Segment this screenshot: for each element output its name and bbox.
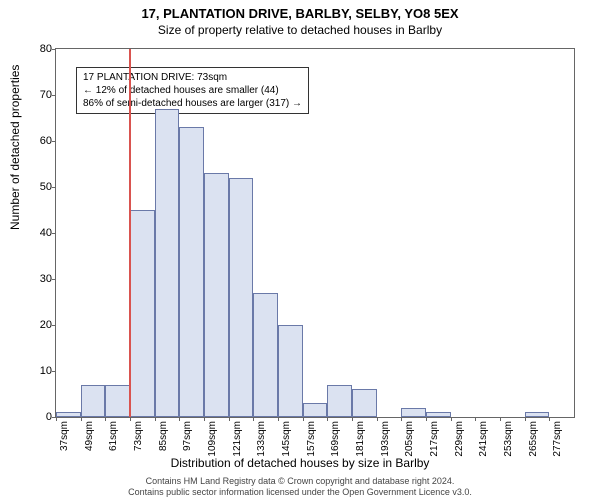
x-tick-label: 253sqm (503, 421, 514, 457)
histogram-bar (155, 109, 180, 417)
x-tick-label: 217sqm (429, 421, 440, 457)
x-tick-label: 37sqm (59, 421, 70, 451)
x-tick-mark (204, 417, 205, 421)
property-marker-line (129, 49, 131, 417)
annotation-line3: 86% of semi-detached houses are larger (… (83, 97, 302, 110)
histogram-bar (229, 178, 254, 417)
y-tick-mark (52, 141, 56, 142)
x-tick-mark (475, 417, 476, 421)
x-tick-mark (352, 417, 353, 421)
annotation-line1: 17 PLANTATION DRIVE: 73sqm (83, 71, 302, 84)
page-title: 17, PLANTATION DRIVE, BARLBY, SELBY, YO8… (0, 0, 600, 21)
x-tick-mark (451, 417, 452, 421)
y-tick-label: 40 (22, 227, 56, 239)
x-tick-mark (303, 417, 304, 421)
x-tick-label: 181sqm (355, 421, 366, 457)
x-tick-mark (81, 417, 82, 421)
histogram-bar (253, 293, 278, 417)
x-tick-label: 193sqm (380, 421, 391, 457)
x-tick-label: 229sqm (454, 421, 465, 457)
y-tick-label: 10 (22, 365, 56, 377)
x-tick-label: 169sqm (330, 421, 341, 457)
y-tick-mark (52, 95, 56, 96)
histogram-bar (303, 403, 328, 417)
histogram-bar (56, 412, 81, 417)
x-tick-label: 49sqm (84, 421, 95, 451)
histogram-bar (105, 385, 130, 417)
x-tick-label: 241sqm (478, 421, 489, 457)
y-tick-mark (52, 49, 56, 50)
histogram-bar (426, 412, 451, 417)
x-tick-label: 205sqm (404, 421, 415, 457)
y-tick-mark (52, 371, 56, 372)
y-tick-label: 80 (22, 43, 56, 55)
x-tick-mark (253, 417, 254, 421)
y-tick-label: 50 (22, 181, 56, 193)
x-tick-mark (327, 417, 328, 421)
x-tick-label: 145sqm (281, 421, 292, 457)
histogram-bar (401, 408, 426, 417)
x-tick-mark (229, 417, 230, 421)
x-tick-label: 61sqm (108, 421, 119, 451)
histogram-bar (278, 325, 303, 417)
x-tick-mark (549, 417, 550, 421)
x-tick-mark (179, 417, 180, 421)
x-tick-label: 133sqm (256, 421, 267, 457)
x-axis-label: Distribution of detached houses by size … (0, 456, 600, 470)
x-tick-label: 73sqm (133, 421, 144, 451)
histogram-bar (327, 385, 352, 417)
y-tick-label: 60 (22, 135, 56, 147)
y-tick-label: 0 (22, 411, 56, 423)
x-tick-label: 157sqm (306, 421, 317, 457)
y-tick-mark (52, 279, 56, 280)
histogram-bar (525, 412, 550, 417)
chart-container: 17, PLANTATION DRIVE, BARLBY, SELBY, YO8… (0, 0, 600, 500)
footer: Contains HM Land Registry data © Crown c… (0, 476, 600, 499)
x-tick-mark (56, 417, 57, 421)
footer-line2: Contains public sector information licen… (0, 487, 600, 498)
y-tick-mark (52, 233, 56, 234)
x-tick-label: 121sqm (232, 421, 243, 457)
histogram-bar (179, 127, 204, 417)
annotation-box: 17 PLANTATION DRIVE: 73sqm ← 12% of deta… (76, 67, 309, 114)
x-tick-mark (377, 417, 378, 421)
chart-area: 17 PLANTATION DRIVE: 73sqm ← 12% of deta… (55, 48, 575, 418)
y-tick-mark (52, 187, 56, 188)
histogram-bar (352, 389, 377, 417)
x-tick-mark (130, 417, 131, 421)
x-tick-mark (105, 417, 106, 421)
footer-line1: Contains HM Land Registry data © Crown c… (0, 476, 600, 487)
x-tick-mark (401, 417, 402, 421)
x-tick-label: 97sqm (182, 421, 193, 451)
x-tick-mark (525, 417, 526, 421)
x-tick-mark (278, 417, 279, 421)
histogram-bar (130, 210, 155, 417)
page-subtitle: Size of property relative to detached ho… (0, 21, 600, 37)
x-tick-label: 265sqm (528, 421, 539, 457)
x-tick-label: 85sqm (158, 421, 169, 451)
y-axis-label: Number of detached properties (8, 65, 22, 230)
y-tick-label: 70 (22, 89, 56, 101)
y-tick-label: 20 (22, 319, 56, 331)
x-tick-mark (155, 417, 156, 421)
x-tick-label: 277sqm (552, 421, 563, 457)
y-tick-label: 30 (22, 273, 56, 285)
x-tick-mark (500, 417, 501, 421)
histogram-bar (204, 173, 229, 417)
x-tick-label: 109sqm (207, 421, 218, 457)
y-tick-mark (52, 325, 56, 326)
annotation-line2: ← 12% of detached houses are smaller (44… (83, 84, 302, 97)
histogram-bar (81, 385, 106, 417)
x-tick-mark (426, 417, 427, 421)
